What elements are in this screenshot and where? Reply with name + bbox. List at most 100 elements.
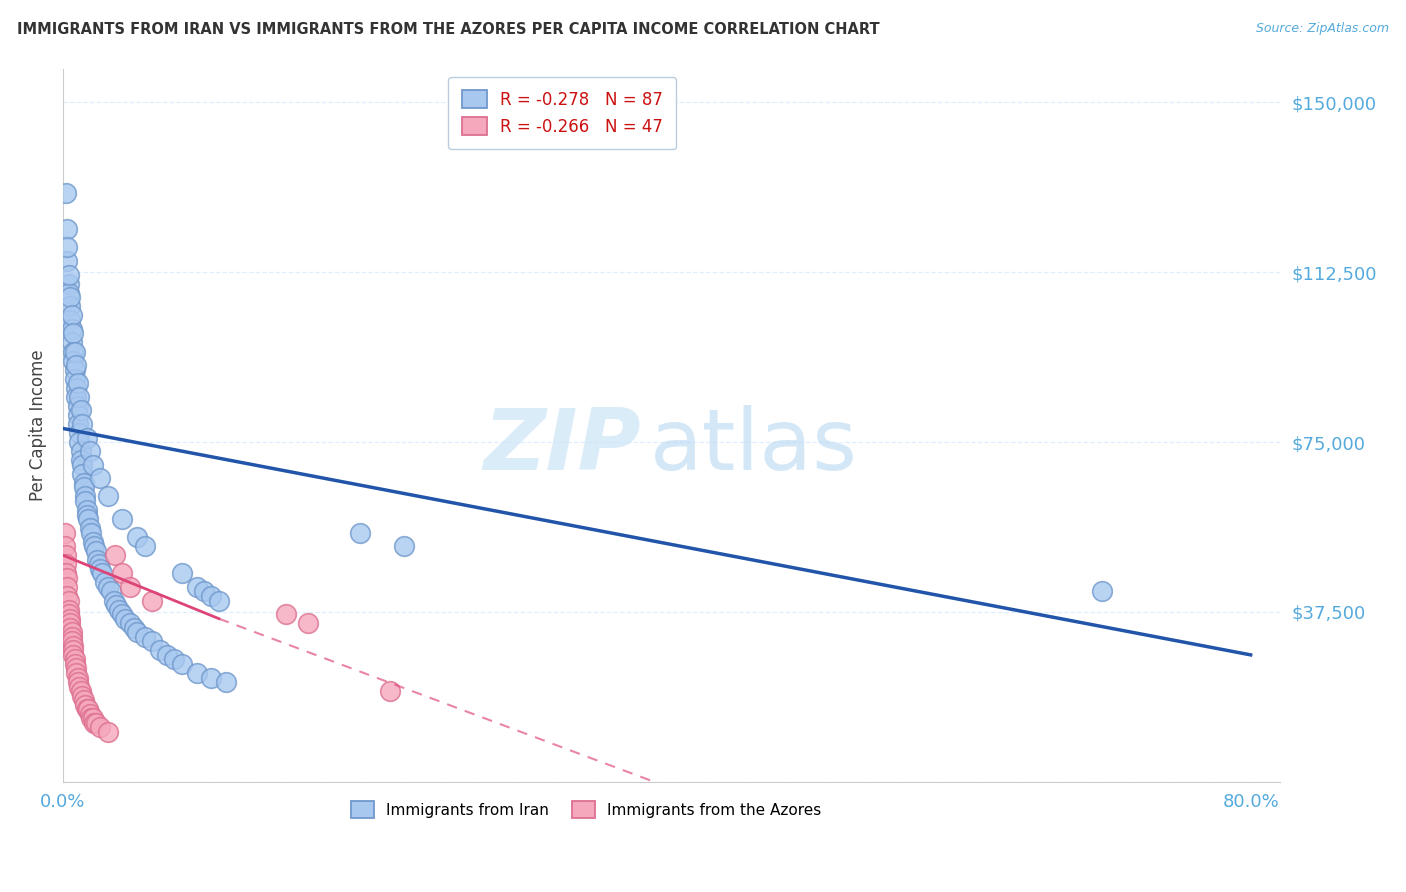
Point (55, 186, 77, 200)
Point (73, 475, 96, 490)
Point (60, 634, 83, 648)
Point (59, 616, 82, 631)
Point (59, 313, 82, 327)
Point (77, 512, 100, 526)
Point (86, 553, 108, 567)
Point (70, 444, 93, 458)
Point (82, 711, 104, 725)
Point (200, 671, 222, 685)
Point (55, 549, 77, 563)
Point (63, 362, 86, 376)
Point (111, 607, 134, 621)
Point (124, 621, 146, 635)
Text: atlas: atlas (650, 405, 858, 488)
Point (63, 652, 86, 666)
Point (111, 566, 134, 581)
Point (66, 399, 89, 413)
Point (66, 408, 89, 422)
Point (141, 634, 163, 648)
Point (394, 539, 416, 553)
Point (60, 630, 83, 644)
Point (89, 471, 111, 485)
Point (53, 525, 76, 540)
Point (89, 562, 111, 576)
Point (67, 435, 90, 450)
Point (60, 625, 83, 640)
Point (58, 277, 80, 291)
Point (134, 539, 156, 553)
Point (75, 698, 97, 712)
Point (80, 525, 103, 540)
Point (93, 575, 115, 590)
Point (97, 580, 120, 594)
Point (193, 584, 215, 599)
Point (56, 254, 79, 268)
Point (79, 444, 101, 458)
Point (66, 376, 89, 391)
Point (55, 558, 77, 572)
Point (58, 285, 80, 300)
Point (118, 616, 141, 631)
Point (76, 503, 98, 517)
Point (83, 539, 105, 553)
Point (59, 299, 82, 313)
Point (84, 543, 107, 558)
Point (127, 530, 149, 544)
Point (60, 335, 83, 350)
Point (118, 580, 141, 594)
Point (62, 344, 84, 359)
Point (59, 290, 82, 304)
Legend: Immigrants from Iran, Immigrants from the Azores: Immigrants from Iran, Immigrants from th… (343, 794, 830, 825)
Point (62, 643, 84, 657)
Point (70, 453, 93, 467)
Point (59, 612, 82, 626)
Point (83, 715, 105, 730)
Point (103, 593, 125, 607)
Point (72, 689, 94, 703)
Point (58, 607, 80, 621)
Point (76, 508, 98, 522)
Point (65, 661, 87, 675)
Point (59, 621, 82, 635)
Point (55, 566, 77, 581)
Text: Source: ZipAtlas.com: Source: ZipAtlas.com (1256, 22, 1389, 36)
Point (58, 602, 80, 616)
Point (274, 607, 297, 621)
Point (70, 403, 93, 417)
Point (100, 584, 122, 599)
Point (200, 589, 222, 603)
Point (62, 326, 84, 341)
Text: IMMIGRANTS FROM IRAN VS IMMIGRANTS FROM THE AZORES PER CAPITA INCOME CORRELATION: IMMIGRANTS FROM IRAN VS IMMIGRANTS FROM … (17, 22, 880, 37)
Point (1091, 584, 1114, 599)
Point (349, 525, 371, 540)
Point (90, 566, 112, 581)
Point (76, 702, 98, 716)
Point (77, 702, 100, 716)
Point (75, 494, 97, 508)
Point (67, 680, 90, 694)
Point (56, 580, 79, 594)
Point (58, 593, 80, 607)
Point (56, 571, 79, 585)
Point (156, 648, 179, 662)
Point (63, 372, 86, 386)
Point (62, 648, 84, 662)
Point (72, 467, 94, 481)
Point (87, 558, 110, 572)
Point (163, 652, 186, 666)
Point (97, 490, 120, 504)
Point (378, 684, 401, 698)
Point (62, 353, 84, 368)
Point (67, 390, 90, 404)
Point (127, 625, 149, 640)
Point (66, 675, 89, 690)
Point (73, 480, 96, 494)
Point (79, 706, 101, 721)
Point (62, 639, 84, 653)
Point (208, 593, 231, 607)
Point (170, 566, 193, 581)
Text: ZIP: ZIP (484, 405, 641, 488)
Point (56, 222, 79, 236)
Point (82, 534, 104, 549)
Point (58, 268, 80, 282)
